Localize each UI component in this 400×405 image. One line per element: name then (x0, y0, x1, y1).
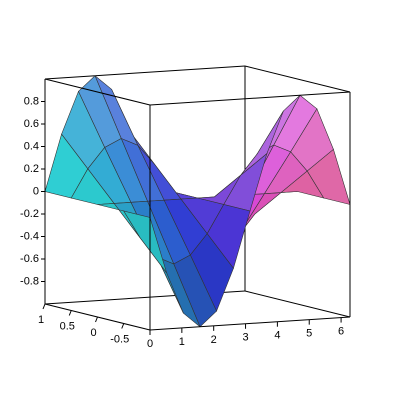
z-tick-label: 0.2 (24, 163, 39, 175)
y-tick (68, 310, 72, 316)
z-tick-label: 0.4 (24, 140, 39, 152)
x-tick-label: 6 (338, 325, 344, 337)
box-edge (244, 65, 351, 93)
box-edge (44, 65, 246, 80)
x-tick-label: 2 (211, 334, 217, 346)
x-tick-label: 4 (274, 330, 280, 342)
y-tick (42, 303, 46, 310)
axes: -0.8 -0.6 -0.4 -0.2 0 0.2 0.4 0.6 0.8 0 1 2 3 4 5 6 1 0.5… (20, 95, 344, 350)
y-tick-label: 1 (38, 314, 44, 326)
y-tick (121, 323, 125, 329)
x-tick-label: 0 (147, 338, 153, 350)
y-tick-label: 0.5 (60, 320, 75, 332)
y-tick (95, 316, 98, 323)
z-tick-label: 0.6 (24, 118, 39, 130)
surface (44, 75, 351, 328)
y-tick-label: 0 (90, 327, 96, 339)
x-tick-label: 1 (179, 336, 185, 348)
z-tick-label: -0.8 (20, 275, 39, 287)
box-edge (149, 316, 351, 331)
z-tick-label: 0 (33, 185, 39, 197)
surface-patch (123, 210, 167, 273)
x-tick-label: 3 (242, 332, 248, 344)
z-tick-label: -0.2 (20, 208, 39, 220)
box-edge (244, 290, 351, 318)
y-tick-label: -0.5 (110, 333, 129, 345)
z-tick-label: -0.4 (20, 230, 39, 242)
box-edge (44, 78, 151, 106)
box-edge (149, 91, 351, 106)
z-tick-label: -0.6 (20, 253, 39, 265)
z-tick-label: 0.8 (24, 95, 39, 107)
x-tick-label: 5 (306, 328, 312, 340)
